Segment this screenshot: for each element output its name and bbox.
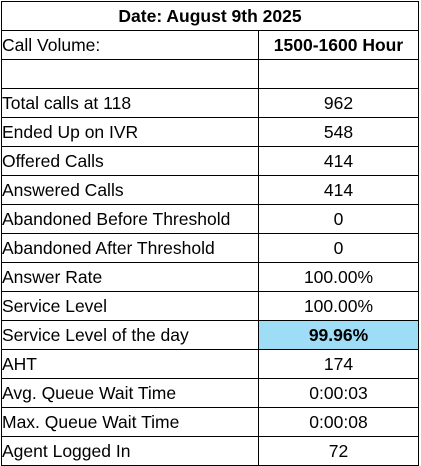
table-row: Max. Queue Wait Time 0:00:08 (1, 407, 419, 437)
table-row: Answer Rate 100.00% (1, 262, 419, 292)
row-value: 414 (258, 146, 419, 176)
table-row: Abandoned After Threshold 0 (1, 233, 419, 263)
hour-range: 1500-1600 Hour (258, 30, 419, 60)
call-volume-label: Call Volume: (1, 30, 259, 60)
row-label: Service Level (1, 291, 259, 321)
table-row-highlighted: Service Level of the day 99.96% (1, 320, 419, 350)
date-title: Date: August 9th 2025 (1, 1, 419, 31)
table-row: AHT 174 (1, 349, 419, 379)
row-value: 100.00% (258, 262, 419, 292)
row-value: 0:00:03 (258, 378, 419, 408)
service-level-of-day-value: 99.96% (258, 320, 419, 350)
table-row: Service Level 100.00% (1, 291, 419, 321)
row-label: Service Level of the day (1, 320, 259, 350)
table-row: Abandoned Before Threshold 0 (1, 204, 419, 234)
row-label: AHT (1, 349, 259, 379)
row-label: Agent Logged In (1, 436, 259, 466)
row-label: Total calls at 118 (1, 88, 259, 118)
table-row: Ended Up on IVR 548 (1, 117, 419, 147)
table-row: Agent Logged In 72 (1, 436, 419, 466)
row-value: 0:00:08 (258, 407, 419, 437)
table-row: Total calls at 118 962 (1, 88, 419, 118)
row-label: Avg. Queue Wait Time (1, 378, 259, 408)
row-value: 0 (258, 233, 419, 263)
row-value: 174 (258, 349, 419, 379)
header-row: Call Volume: 1500-1600 Hour (1, 30, 419, 60)
row-label: Abandoned After Threshold (1, 233, 259, 263)
row-value: 548 (258, 117, 419, 147)
table-row: Answered Calls 414 (1, 175, 419, 205)
blank-row (1, 59, 419, 89)
table-row: Avg. Queue Wait Time 0:00:03 (1, 378, 419, 408)
row-value: 100.00% (258, 291, 419, 321)
row-label (1, 59, 259, 89)
row-value: 962 (258, 88, 419, 118)
row-value: 414 (258, 175, 419, 205)
table-row: Offered Calls 414 (1, 146, 419, 176)
date-row: Date: August 9th 2025 (1, 1, 419, 31)
row-label: Ended Up on IVR (1, 117, 259, 147)
row-value: 72 (258, 436, 419, 466)
row-label: Offered Calls (1, 146, 259, 176)
row-value: 0 (258, 204, 419, 234)
row-label: Answer Rate (1, 262, 259, 292)
row-label: Answered Calls (1, 175, 259, 205)
row-label: Abandoned Before Threshold (1, 204, 259, 234)
row-value (258, 59, 419, 89)
row-label: Max. Queue Wait Time (1, 407, 259, 437)
